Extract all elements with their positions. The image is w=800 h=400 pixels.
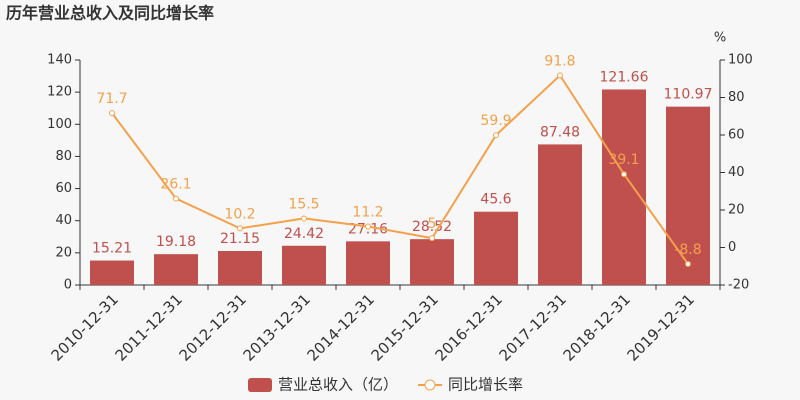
line-value-label: 26.1 (160, 177, 191, 193)
bar-value-label: 121.66 (600, 69, 649, 85)
line-value-label: 71.7 (96, 91, 127, 107)
line-value-label: -8.8 (674, 242, 701, 258)
y-tick-label: 0 (64, 278, 72, 293)
y2-tick-label: 80 (728, 90, 745, 105)
line-value-label: 91.8 (544, 53, 575, 69)
line-point (109, 110, 115, 117)
line-point (429, 235, 435, 242)
bar (474, 211, 518, 285)
legend-swatch-point (424, 379, 436, 391)
bar-value-label: 87.48 (540, 124, 580, 140)
y-tick-label: 100 (47, 117, 72, 132)
y2-tick-label: 0 (728, 240, 736, 255)
y-tick-label: 60 (55, 181, 72, 196)
legend-swatch (248, 378, 272, 392)
bar (218, 251, 262, 285)
line-point (173, 195, 179, 202)
bar-value-label: 21.15 (220, 231, 260, 247)
x-tick-label: 2013-12-31 (240, 290, 314, 364)
line-value-label: 11.2 (352, 205, 383, 221)
legend-label: 同比增长率 (448, 376, 523, 394)
bar (154, 254, 198, 285)
x-tick-label: 2010-12-31 (48, 290, 122, 364)
line-point (557, 72, 563, 79)
line (111, 73, 689, 265)
legend-label: 营业总收入（亿） (278, 376, 398, 394)
y-tick-label: 140 (47, 53, 72, 68)
y2-tick-label: 20 (728, 203, 745, 218)
chart-title: 历年营业总收入及同比增长率 (6, 4, 214, 23)
bar-value-label: 19.18 (156, 234, 196, 250)
y2-tick-label: 60 (728, 128, 745, 143)
y-tick-label: 80 (55, 149, 72, 164)
x-tick-label: 2017-12-31 (496, 290, 570, 364)
x-tick-label: 2014-12-31 (304, 290, 378, 364)
line-value-label: 15.5 (288, 196, 319, 212)
bar-value-label: 24.42 (284, 226, 324, 242)
x-tick-label: 2019-12-31 (624, 290, 698, 364)
line-value-label: 10.2 (224, 206, 255, 222)
y2-axis-label: % (714, 31, 726, 46)
y-tick-label: 20 (55, 245, 72, 260)
bar (90, 260, 134, 285)
bar (602, 89, 646, 285)
line-point (685, 261, 691, 267)
line-value-label: 59.9 (480, 113, 511, 129)
line-value-label: 39.1 (608, 152, 639, 168)
bar-value-label: 45.6 (480, 192, 511, 208)
x-tick-label: 2016-12-31 (432, 290, 506, 364)
line-value-label: 5 (428, 216, 437, 232)
bar-value-label: 110.97 (664, 87, 713, 103)
x-tick-label: 2012-12-31 (176, 290, 250, 364)
bar (282, 245, 326, 285)
bar (346, 241, 390, 285)
y2-tick-label: 40 (728, 165, 745, 180)
bar (538, 144, 582, 285)
line-point (621, 171, 627, 178)
bar (410, 239, 454, 285)
line-point (237, 225, 243, 232)
line-point (365, 223, 371, 230)
y2-tick-label: 100 (728, 53, 753, 68)
y2-tick-label: -20 (728, 278, 749, 293)
line-point (493, 132, 499, 139)
x-tick-label: 2018-12-31 (560, 290, 634, 364)
y-tick-label: 120 (47, 85, 72, 100)
x-tick-label: 2011-12-31 (112, 290, 186, 364)
bar (666, 106, 710, 285)
line-point (301, 215, 307, 222)
x-tick-label: 2015-12-31 (368, 290, 442, 364)
y-tick-label: 40 (55, 213, 72, 228)
bar-value-label: 15.21 (92, 241, 132, 257)
